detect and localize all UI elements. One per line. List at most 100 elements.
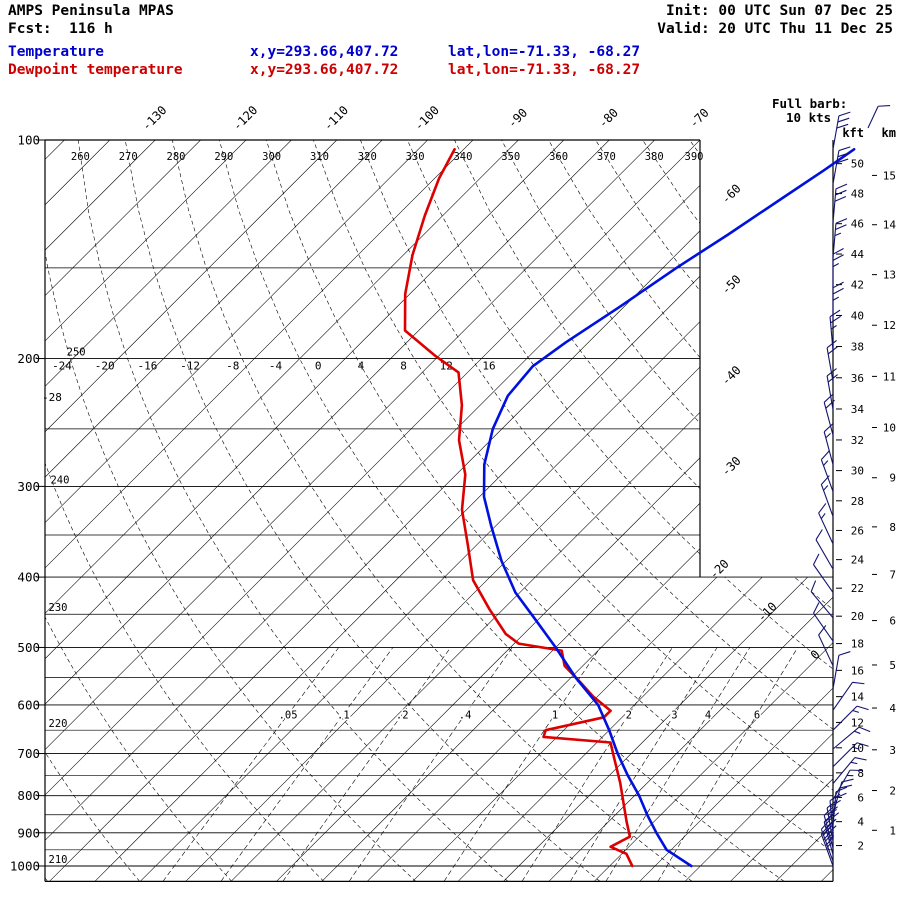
- km-tick-label: 12: [883, 319, 896, 332]
- isotherm-label-200mb: -12: [180, 360, 200, 373]
- isotherm-label-left: -28: [42, 391, 62, 404]
- theta-label-top: 270: [119, 151, 138, 163]
- barb-legend: Full barb:10 kts: [772, 96, 891, 129]
- forecast-hour: Fcst: 116 h: [8, 21, 113, 37]
- km-axis-title: km: [882, 126, 896, 140]
- wind-barb-column: [810, 111, 871, 867]
- kft-tick-label: 18: [851, 638, 864, 651]
- mixing-ratio-label: 3: [671, 709, 677, 721]
- kft-tick-label: 28: [851, 495, 864, 508]
- theta-label-top: 380: [645, 151, 664, 163]
- kft-tick-label: 48: [851, 188, 864, 201]
- isotherm-label-right: -40: [719, 363, 744, 388]
- kft-tick-label: 32: [851, 434, 864, 447]
- theta-label-top: 260: [71, 151, 90, 163]
- km-tick-label: 10: [883, 422, 896, 435]
- isotherm-label-right: -20: [707, 557, 732, 582]
- mixing-ratio-label: 6: [754, 709, 760, 721]
- kft-tick-label: 46: [851, 218, 864, 231]
- theta-label-top: 300: [262, 151, 281, 163]
- pressure-tick-label: 800: [17, 788, 40, 803]
- kft-tick-label: 4: [857, 816, 864, 829]
- theta-label-top: 280: [167, 151, 186, 163]
- isotherm-label-top: -120: [230, 103, 260, 133]
- km-tick-label: 13: [883, 269, 896, 282]
- legend-temperature-xy: x,y=293.66,407.72: [250, 44, 399, 60]
- kft-tick-label: 2: [857, 840, 864, 853]
- isotherm-label-top: -70: [687, 106, 712, 131]
- kft-tick-label: 26: [851, 524, 864, 537]
- mixing-ratio-label: .2: [396, 709, 409, 721]
- full-barb-value: 10 kts: [786, 110, 831, 125]
- pressure-tick-label: 500: [17, 640, 40, 655]
- km-tick-label: 9: [889, 472, 896, 485]
- theta-label-left: 240: [50, 474, 69, 486]
- isotherm-label-200mb: 16: [482, 360, 495, 373]
- km-tick-label: 5: [889, 659, 896, 672]
- init-time: Init: 00 UTC Sun 07 Dec 25: [666, 3, 893, 19]
- kft-tick-label: 14: [851, 691, 865, 704]
- mixing-ratio-label: .4: [459, 709, 472, 721]
- legend-temperature-label: Temperature: [8, 44, 105, 60]
- theta-label-top: 340: [453, 151, 472, 163]
- legend-dewpoint-xy: x,y=293.66,407.72: [250, 62, 399, 78]
- km-tick-label: 1: [889, 824, 896, 837]
- km-tick-label: 6: [889, 615, 896, 628]
- isotherm-label-200mb: -20: [95, 360, 115, 373]
- isotherm-label-right: -10: [755, 599, 780, 624]
- theta-label-top: 390: [685, 151, 704, 163]
- isotherm-label-right: -30: [719, 454, 744, 479]
- km-tick-label: 3: [889, 744, 896, 757]
- theta-label-top: 310: [310, 151, 329, 163]
- mixing-ratio-label: .1: [337, 709, 350, 721]
- isotherm-label-top: -100: [412, 103, 442, 133]
- isotherm-label-top: -110: [321, 103, 351, 133]
- pressure-tick-label: 900: [17, 825, 40, 840]
- isotherm-label-top: -90: [505, 106, 530, 131]
- kft-tick-label: 24: [851, 554, 865, 567]
- isotherm-label-top: -130: [139, 103, 169, 133]
- kft-tick-label: 8: [857, 767, 864, 780]
- mixing-ratio-label: .05: [279, 709, 298, 721]
- kft-tick-label: 38: [851, 341, 864, 354]
- kft-tick-label: 50: [851, 158, 864, 171]
- theta-label-left: 210: [49, 854, 68, 866]
- theta-label-top: 370: [597, 151, 616, 163]
- km-tick-label: 4: [889, 702, 896, 715]
- theta-label-top: 290: [214, 151, 233, 163]
- kft-tick-label: 20: [851, 610, 864, 623]
- km-tick-label: 8: [889, 521, 896, 534]
- isotherm-label-right: -50: [719, 272, 744, 297]
- pressure-tick-label: 300: [17, 479, 40, 494]
- pressure-tick-label: 400: [17, 570, 40, 585]
- pressure-gridlines: [45, 139, 833, 882]
- kft-tick-label: 34: [851, 403, 865, 416]
- kft-tick-label: 36: [851, 372, 864, 385]
- mixing-ratio-label: 2: [626, 709, 632, 721]
- legend-dewpoint-label: Dewpoint temperature: [8, 62, 183, 78]
- kft-tick-label: 30: [851, 465, 864, 478]
- pressure-tick-label: 100: [17, 133, 40, 148]
- kft-tick-label: 44: [851, 248, 865, 261]
- theta-label-left: 230: [49, 602, 68, 614]
- theta-label-top: 350: [501, 151, 520, 163]
- theta-label-left: 250: [67, 347, 86, 359]
- kft-tick-label: 40: [851, 309, 864, 322]
- pressure-tick-label: 200: [17, 351, 40, 366]
- kft-tick-label: 42: [851, 279, 864, 292]
- mixing-ratio-label: 4: [705, 709, 711, 721]
- km-tick-label: 2: [889, 785, 896, 798]
- theta-label-top: 360: [549, 151, 568, 163]
- plot-border: [44, 139, 834, 882]
- theta-label-left: 220: [49, 718, 68, 730]
- kft-axis-title: kft: [842, 126, 864, 140]
- km-tick-label: 14: [883, 219, 897, 232]
- temperature-curve: [482, 148, 856, 868]
- kft-tick-label: 6: [857, 791, 864, 804]
- valid-time: Valid: 20 UTC Thu 11 Dec 25: [657, 21, 893, 37]
- isotherm-label-200mb: 8: [400, 360, 407, 373]
- mixing-ratio-label: 1: [552, 709, 558, 721]
- isotherm-label-right: -60: [719, 181, 744, 206]
